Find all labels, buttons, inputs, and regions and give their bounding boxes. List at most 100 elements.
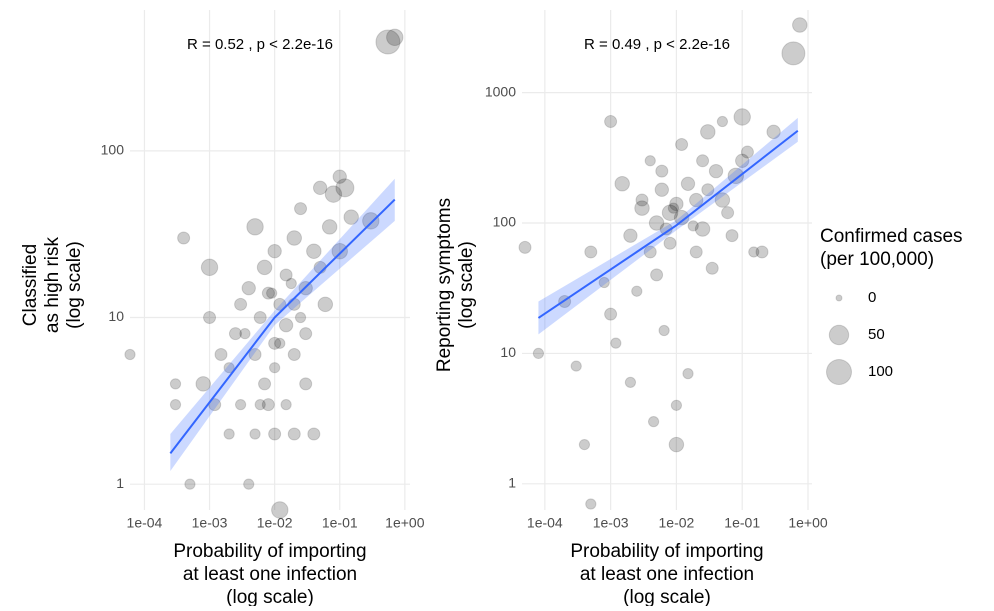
point: [532, 347, 545, 360]
point: [228, 327, 242, 341]
point: [623, 228, 638, 243]
point: [258, 377, 272, 391]
point: [518, 240, 532, 254]
point: [696, 154, 710, 168]
point: [631, 285, 643, 297]
point: [223, 428, 235, 440]
point: [280, 399, 292, 411]
x-tick-label: 1e-03: [192, 515, 228, 531]
point: [177, 231, 191, 245]
point: [335, 178, 355, 198]
point: [716, 115, 729, 128]
legend-key: [826, 359, 852, 385]
point: [306, 243, 322, 259]
legend-label: 0: [868, 289, 876, 306]
point: [705, 261, 719, 275]
x-axis-label: at least one infection: [580, 564, 754, 585]
point: [285, 277, 297, 290]
point: [689, 192, 704, 208]
point: [268, 427, 282, 441]
point: [200, 258, 219, 277]
point: [661, 204, 679, 221]
point: [604, 307, 618, 321]
y-tick-label: 10: [108, 308, 124, 324]
point: [184, 478, 196, 490]
point: [321, 219, 338, 235]
x-axis-label: (log scale): [623, 587, 711, 606]
x-axis-label: Probability of importing: [570, 541, 763, 562]
point: [375, 29, 401, 55]
x-tick-label: 1e-01: [724, 515, 760, 531]
point: [317, 296, 334, 313]
legend-title: (per 100,000): [820, 249, 934, 270]
point: [307, 427, 321, 441]
point: [766, 124, 781, 140]
point: [570, 360, 582, 372]
point: [243, 478, 255, 490]
point: [287, 347, 301, 361]
point: [195, 376, 211, 392]
point: [585, 498, 597, 510]
point: [278, 317, 294, 333]
point: [689, 245, 703, 259]
point: [256, 259, 273, 276]
point: [654, 182, 669, 197]
legend-key: [835, 294, 843, 302]
x-tick-label: 1e-02: [257, 515, 293, 531]
x-tick-label: 1e-04: [527, 515, 563, 531]
point: [267, 244, 282, 259]
point: [667, 202, 680, 214]
point: [663, 236, 677, 250]
point: [253, 311, 267, 325]
point: [332, 169, 347, 184]
point: [223, 362, 235, 374]
point: [273, 297, 287, 311]
point: [648, 215, 665, 231]
x-tick-label: 1e+00: [788, 515, 828, 531]
point: [655, 164, 669, 178]
point: [261, 398, 275, 412]
point: [578, 438, 591, 451]
point: [624, 376, 637, 388]
point: [610, 337, 622, 349]
point: [740, 145, 754, 159]
point: [362, 212, 380, 230]
point: [271, 501, 289, 519]
x-axis-label: Probability of importing: [173, 541, 366, 562]
point: [234, 399, 247, 411]
legend-label: 100: [868, 363, 893, 380]
point: [781, 41, 806, 66]
point: [604, 115, 618, 129]
x-tick-label: 1e-02: [659, 515, 695, 531]
point: [714, 192, 731, 208]
point: [254, 399, 266, 411]
y-tick-label: 10: [500, 344, 516, 360]
y-tick-label: 1: [508, 475, 516, 491]
y-axis-label: (log scale): [64, 241, 85, 329]
fit-line: [169, 198, 396, 455]
point: [727, 167, 745, 185]
point: [647, 415, 660, 428]
point: [733, 108, 751, 126]
x-tick-label: 1e-04: [127, 515, 163, 531]
y-tick-label: 100: [493, 214, 517, 230]
point: [203, 311, 217, 325]
point: [644, 155, 656, 167]
point: [386, 28, 404, 47]
point: [214, 347, 228, 361]
point: [670, 399, 683, 411]
point: [169, 399, 182, 411]
point: [274, 337, 286, 349]
point: [268, 336, 282, 350]
point: [584, 245, 598, 259]
y-tick-label: 1: [116, 475, 124, 491]
point: [673, 209, 690, 226]
x-tick-label: 1e+00: [385, 515, 425, 531]
point: [248, 347, 262, 361]
point: [748, 246, 760, 258]
point: [700, 124, 716, 140]
legend-label: 50: [868, 326, 885, 343]
point: [312, 180, 328, 196]
point: [635, 193, 649, 207]
y-tick-label: 1000: [485, 83, 516, 99]
